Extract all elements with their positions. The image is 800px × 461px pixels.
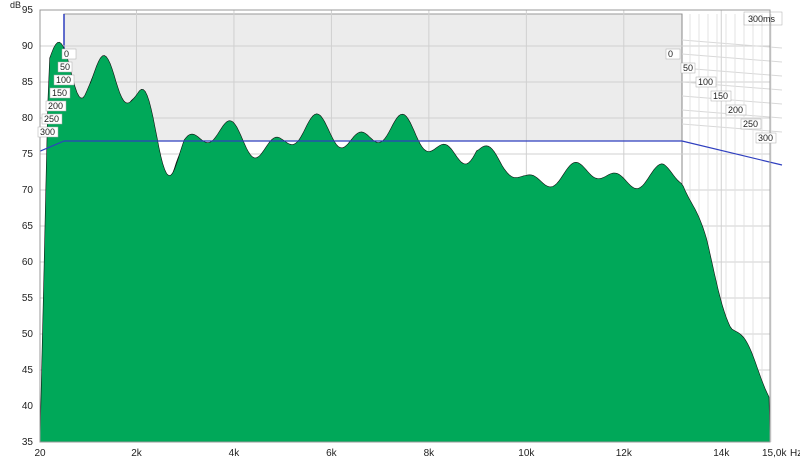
y-tick-label: 90 [22,41,34,52]
time-label-box-left [61,48,77,60]
time-label-left: 300 [40,127,55,137]
time-label-right: 0 [668,49,673,59]
time-label-left: 200 [48,101,63,111]
y-tick-label: 85 [22,77,34,88]
x-tick-label: 6k [326,448,338,459]
time-label-box-right [695,76,717,88]
waterfall-slice [39,41,771,443]
time-label-box-right [740,118,762,130]
time-label-right: 300 [758,133,773,143]
time-label-box-left [45,100,67,112]
y-tick-label: 70 [22,185,34,196]
y-tick-label: 55 [22,293,34,304]
x-tick-label: 4k [229,448,241,459]
x-tick-label: 20 [34,448,46,459]
x-tick-label: 10k [518,448,535,459]
time-label-right: 50 [683,63,693,73]
time-axis-label-box [743,11,783,26]
time-label-box-right [680,62,696,74]
plot-frame [39,9,771,443]
waterfall-slices [39,41,771,443]
time-label-left: 50 [60,62,70,72]
time-label-left: 100 [56,75,71,85]
back-wall-panel [63,13,683,142]
time-label-right: 200 [728,105,743,115]
y-axis-unit: dB [10,0,21,10]
time-label-box-right [755,132,777,144]
time-label-left: 0 [64,49,69,59]
time-label-box-right [725,104,747,116]
time-label-right: 100 [698,77,713,87]
x-tick-label: 15,0k [762,448,787,459]
y-tick-label: 40 [22,401,34,412]
time-label-left: 150 [52,88,67,98]
x-tick-label: 14k [713,448,730,459]
time-label-box-left [49,87,71,99]
x-axis-unit: Hz [790,448,800,459]
y-tick-label: 35 [22,437,34,448]
time-label-box-left [53,74,75,86]
time-label-right: 150 [713,91,728,101]
y-tick-label: 45 [22,365,34,376]
y-tick-label: 95 [22,5,34,16]
reference-level-diagonal-right [681,140,783,166]
time-label-box-left [41,113,63,125]
time-axis-label: 300ms [748,14,776,24]
x-tick-label: 12k [616,448,633,459]
time-label-right: 250 [743,119,758,129]
y-tick-label: 60 [22,257,34,268]
y-tick-label: 80 [22,113,34,124]
back-wall [63,13,683,442]
time-label-box-right [710,90,732,102]
x-tick-label: 2k [131,448,143,459]
time-label-left: 250 [44,114,59,124]
time-label-box-right [665,48,681,60]
time-label-box-left [57,61,73,73]
axes: 35 40 45 50 55 60 65 70 75 80 85 90 95 20 2k 4k 6k 8k 10k 1… [22,5,800,459]
overlay-lines [39,140,783,166]
reference-level-diagonal-left [39,140,65,152]
y-tick-label: 50 [22,329,34,340]
x-tick-label: 8k [424,448,436,459]
y-tick-label: 65 [22,221,34,232]
time-label-box-left [37,126,59,138]
y-tick-label: 75 [22,149,34,160]
